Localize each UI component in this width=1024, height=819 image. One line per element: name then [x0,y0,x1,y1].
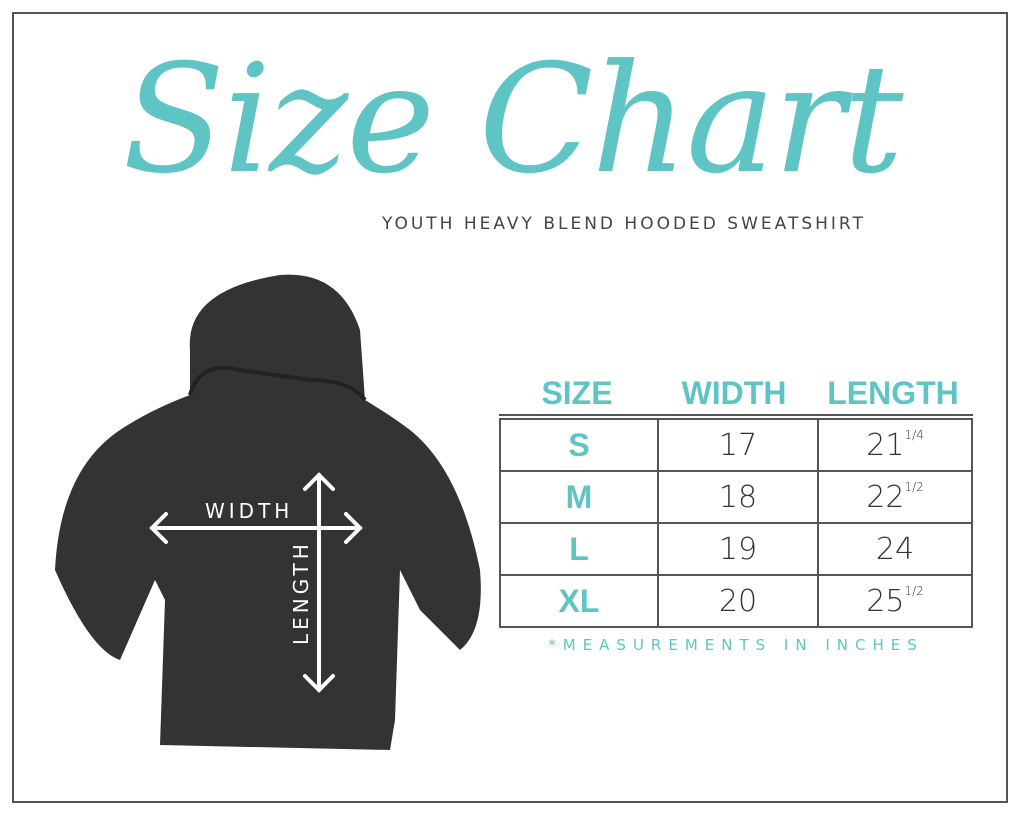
length-value: 21 [866,427,905,463]
length-cell: 251/2 [817,574,973,628]
header-size: SIZE [541,374,613,411]
length-cell: 211/4 [817,416,973,472]
width-cell: 19 [657,522,819,576]
length-label: LENGTH [289,540,313,645]
table-row: M 18 221/2 [499,470,973,524]
length-fraction: 1/2 [904,479,924,494]
size-cell: M [499,470,659,524]
table-header: SIZE WIDTH LENGTH [499,372,973,414]
length-value: 25 [866,583,905,619]
page-title: Size Chart [122,33,904,207]
product-subtitle: YOUTH HEAVY BLEND HOODED SWEATSHIRT [382,214,866,234]
measurement-note: *MEASUREMENTS IN INCHES [548,636,924,654]
length-value: 24 [875,531,915,567]
width-cell: 18 [657,470,819,524]
length-value: 22 [866,479,905,515]
table-row: XL 20 251/2 [499,574,973,628]
table-row: L 19 24 [499,522,973,576]
size-cell: L [499,522,659,576]
size-table: SIZE WIDTH LENGTH S 17 211/4 M 18 221/2 L … [499,372,973,654]
size-cell: S [499,416,659,472]
table-row: S 17 211/4 [499,416,973,472]
header-length: LENGTH [827,374,959,411]
border-frame [12,12,1008,803]
width-label: WIDTH [205,499,293,523]
length-fraction: 1/4 [904,427,924,442]
header-width: WIDTH [681,374,787,411]
width-cell: 20 [657,574,819,628]
hoodie-image: WIDTH LENGTH [55,274,481,750]
length-fraction: 1/2 [904,583,924,598]
hoodie-body [55,274,481,750]
size-cell: XL [499,574,659,628]
width-cell: 17 [657,416,819,472]
length-cell: 221/2 [817,470,973,524]
length-cell: 24 [817,522,973,576]
measurement-arrows [149,472,363,693]
